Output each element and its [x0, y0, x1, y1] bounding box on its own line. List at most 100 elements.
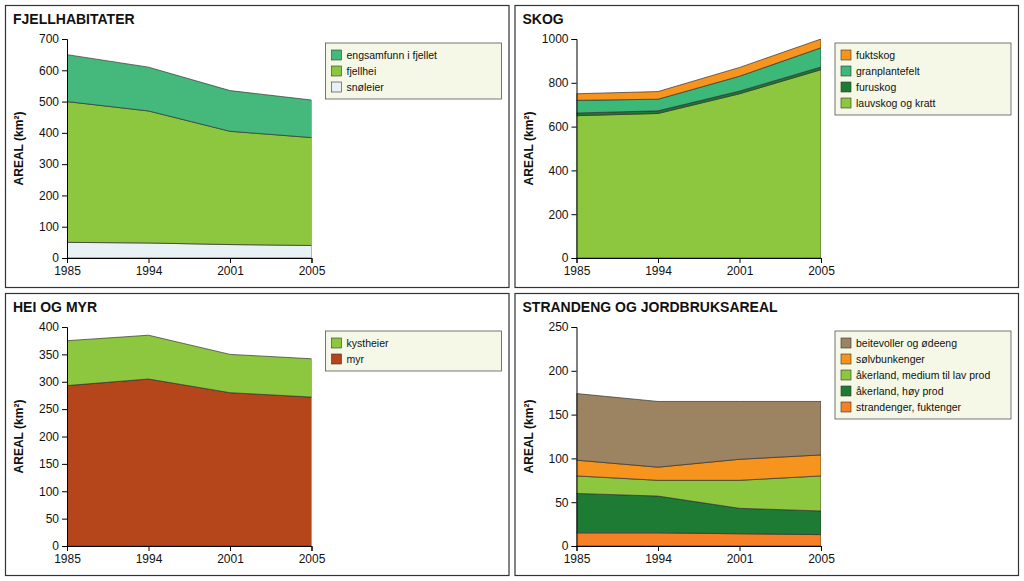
x-tick: 1994 [645, 546, 672, 566]
y-axis-line [572, 328, 578, 547]
legend-box [326, 331, 502, 371]
legend-label: kystheier [347, 337, 390, 349]
y-axis-line [62, 40, 68, 259]
x-tick: 2001 [217, 258, 244, 278]
x-tick-mark [821, 258, 822, 263]
y-tick-mark [572, 502, 577, 503]
legend-swatch [841, 98, 851, 108]
y-tick-mark [62, 70, 67, 71]
legend-item: lauvskog og kratt [841, 97, 935, 109]
y-tick-mark [62, 327, 67, 328]
y-tick: 700 [39, 32, 67, 46]
area-series [67, 335, 312, 397]
legend-label: lauvskog og kratt [856, 97, 935, 109]
y-tick-mark [572, 258, 577, 259]
y-tick-label: 300 [39, 157, 59, 171]
legend-swatch [841, 370, 851, 380]
y-tick-mark [62, 133, 67, 134]
y-tick-label: 400 [39, 126, 59, 140]
area-series [67, 55, 312, 138]
y-tick: 50 [46, 512, 67, 526]
y-tick: 50 [555, 496, 576, 510]
x-axis-line [68, 547, 313, 552]
y-tick: 200 [548, 364, 576, 378]
area-series [577, 476, 822, 511]
x-tick-label: 1994 [136, 552, 163, 566]
x-tick-mark [821, 546, 822, 551]
y-tick-label: 100 [39, 220, 59, 234]
x-tick: 1985 [564, 258, 591, 278]
legend-item: åkerland, høy prod [841, 385, 944, 397]
x-tick-label: 2001 [727, 264, 754, 278]
y-tick: 200 [39, 189, 67, 203]
y-axis-title: AREAL (km²) [12, 400, 26, 474]
y-tick-label: 350 [39, 348, 59, 362]
y-tick: 400 [39, 126, 67, 140]
plot: 020040060080010001985199420012005AREAL (… [522, 32, 836, 277]
x-tick: 2005 [808, 258, 835, 278]
plot: 01002003004005006007001985199420012005AR… [12, 32, 326, 277]
area-series [577, 394, 822, 468]
legend-swatch [841, 338, 851, 348]
legend-swatch [841, 354, 851, 364]
y-tick-label: 400 [39, 320, 59, 334]
y-tick-mark [62, 227, 67, 228]
x-tick-label: 1985 [54, 552, 81, 566]
legend-label: sølvbunkenger [856, 353, 925, 365]
y-axis: 050100150200250 [548, 320, 577, 553]
x-axis: 1985199420012005 [564, 546, 836, 566]
x-tick-mark [577, 546, 578, 551]
y-tick-mark [62, 437, 67, 438]
x-tick-mark [230, 546, 231, 551]
legend-label: strandenger, fuktenger [856, 401, 962, 413]
x-tick: 1994 [136, 546, 163, 566]
y-tick-mark [572, 371, 577, 372]
panel-frame [6, 6, 510, 288]
y-tick: 600 [548, 120, 576, 134]
y-tick-label: 200 [548, 364, 568, 378]
x-tick-label: 2005 [808, 264, 835, 278]
x-tick-mark [67, 258, 68, 263]
x-tick: 2005 [299, 546, 326, 566]
x-tick: 1994 [645, 258, 672, 278]
legend-label: beitevoller og ødeeng [856, 337, 957, 349]
y-tick-mark [572, 83, 577, 84]
y-tick-mark [572, 127, 577, 128]
y-tick-mark [572, 170, 577, 171]
x-tick-label: 1994 [645, 552, 672, 566]
x-axis-line [68, 259, 313, 264]
y-tick-mark [62, 354, 67, 355]
legend-swatch [332, 50, 342, 60]
x-tick: 2001 [727, 546, 754, 566]
legend-item: myr [332, 353, 365, 365]
y-tick-mark [62, 382, 67, 383]
legend: kystheier myr [326, 331, 502, 371]
legend-item: furuskog [841, 81, 896, 93]
legend-swatch [841, 66, 851, 76]
legend-box [835, 331, 1011, 419]
y-tick-mark [572, 458, 577, 459]
y-axis: 050100150200250300350400 [39, 320, 68, 553]
y-tick-label: 150 [39, 457, 59, 471]
panel-title: SKOG [523, 11, 564, 27]
legend-item: granplantefelt [841, 65, 920, 77]
x-tick-label: 1985 [564, 264, 591, 278]
y-tick-mark [572, 327, 577, 328]
x-tick-label: 2005 [299, 264, 326, 278]
y-axis-line [572, 40, 578, 259]
areas [577, 394, 822, 546]
legend-item: åkerland, medium til lav prod [841, 369, 990, 381]
x-tick-label: 2001 [727, 552, 754, 566]
x-axis: 1985199420012005 [54, 546, 326, 566]
y-tick: 200 [39, 430, 67, 444]
y-tick-label: 250 [548, 320, 568, 334]
areas [67, 335, 312, 546]
legend-label: snøleier [347, 81, 385, 93]
y-tick: 350 [39, 348, 67, 362]
y-tick-mark [62, 491, 67, 492]
y-tick-mark [62, 409, 67, 410]
legend-swatch [332, 66, 342, 76]
x-tick-mark [312, 258, 313, 263]
y-tick-mark [572, 214, 577, 215]
y-tick: 250 [548, 320, 576, 334]
